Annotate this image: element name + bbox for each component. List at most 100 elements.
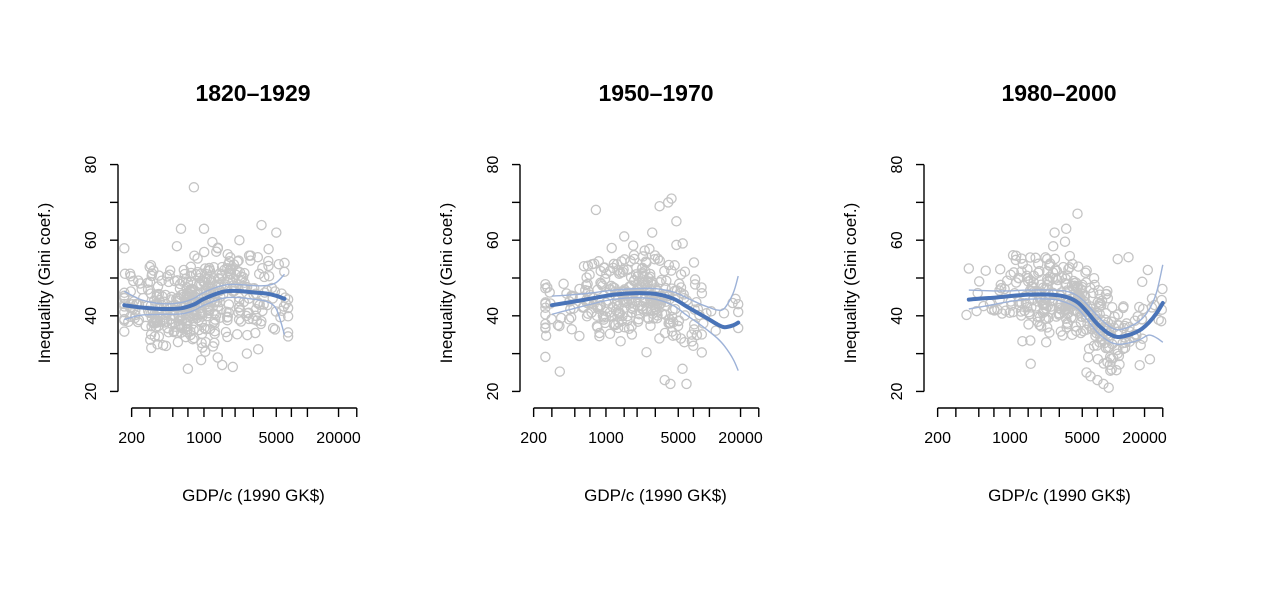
data-point [263,270,275,282]
data-point [227,361,239,373]
data-point [1047,241,1059,252]
data-point [673,315,685,326]
data-point [1041,266,1053,277]
data-point [273,258,285,270]
data-point [250,327,261,339]
data-point [263,243,274,255]
panel-1980-2000: 1980–2000 200 1000 5000 20000 GDP/c (1990 GK$… [841,80,1168,505]
data-point [671,216,682,227]
data-point [1096,295,1108,306]
scatter-points [119,182,294,375]
data-point [996,308,1008,319]
data-point [607,281,619,293]
data-point [644,268,656,280]
data-point [599,262,610,273]
data-point [256,219,267,231]
data-point [1087,287,1099,299]
y-tick-label: 80 [485,156,502,174]
data-point [1023,319,1034,330]
data-point [619,254,630,265]
data-point [608,258,620,270]
confidence-upper-line [123,273,286,305]
data-point [152,281,164,292]
data-point [540,318,551,330]
data-point [162,322,173,334]
data-point [146,342,157,354]
data-point [172,336,184,348]
data-point [679,310,691,321]
data-point [271,227,282,238]
data-point [1061,321,1072,333]
data-point [1034,265,1045,277]
data-point [619,321,630,333]
data-point [252,344,264,355]
data-point [157,339,169,351]
data-point [1024,252,1036,263]
data-point [732,298,744,310]
data-point [973,276,985,287]
data-point [1035,321,1047,332]
data-point [665,378,676,390]
data-point [540,297,551,308]
data-point [1094,337,1105,348]
data-point [175,223,187,235]
data-point [544,287,555,298]
data-point [666,193,677,204]
data-point [161,271,173,282]
data-point [1106,301,1118,313]
data-point [675,333,687,344]
x-tick-label: 200 [924,430,951,447]
data-point [999,283,1010,295]
data-point [245,255,256,266]
data-point [612,322,624,334]
data-point [561,288,572,299]
data-point [592,284,603,296]
data-point [150,321,162,333]
data-point [222,248,233,260]
data-point [189,250,200,261]
data-point [1072,261,1084,272]
data-point [1016,266,1027,277]
data-point [1013,273,1025,284]
data-point [688,257,700,268]
y-tick-label: 80 [83,156,100,174]
data-point [645,320,656,332]
data-point [732,306,744,318]
confidence-lower-line [968,298,1164,345]
data-point [1103,382,1114,393]
data-point [1124,321,1135,333]
data-point [200,323,211,335]
data-point [204,323,216,335]
data-point [662,197,674,208]
data-point [119,292,130,304]
data-point [661,275,672,287]
data-point [1144,354,1156,365]
data-point [119,287,130,299]
y-tick-label: 40 [889,307,906,325]
data-point [604,328,616,340]
data-point [618,231,630,242]
data-point [177,276,188,287]
y-tick-label: 20 [485,382,502,400]
data-point [203,262,215,274]
data-point [659,309,671,320]
data-point [208,261,220,273]
data-point [691,329,703,341]
x-tick-label: 200 [520,430,547,447]
data-point [1098,358,1109,369]
data-point [691,296,702,308]
data-point [1105,365,1116,376]
data-point [1052,274,1063,286]
data-point [124,268,136,279]
data-point [1071,325,1082,337]
data-point [1059,236,1071,247]
data-point [252,297,263,309]
x-tick-label: 20000 [718,430,763,447]
data-point [1135,339,1146,351]
x-tick-label: 5000 [1064,430,1100,447]
data-point [1007,250,1019,261]
data-point [581,272,592,283]
data-point [1040,337,1052,348]
data-point [263,260,274,272]
data-point [171,240,183,252]
